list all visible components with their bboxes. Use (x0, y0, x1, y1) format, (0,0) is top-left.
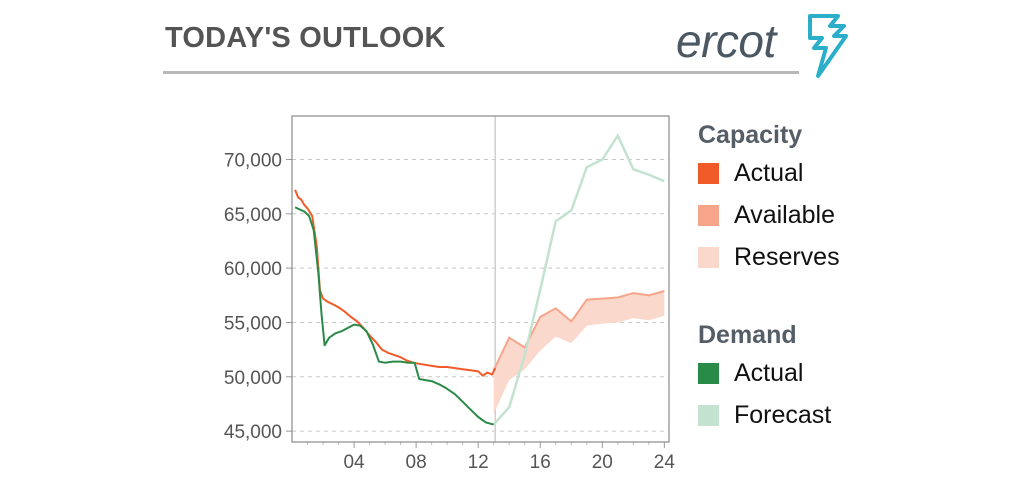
y-tick-label: 45,000 (224, 422, 282, 443)
legend-item-capacity-available: Available (698, 194, 840, 236)
y-tick-label: 50,000 (224, 368, 282, 389)
legend-item-capacity-reserves: Reserves (698, 236, 840, 278)
legend-item-capacity-actual: Actual (698, 152, 840, 194)
chart-legend: Capacity Actual Available Reserves Deman… (698, 118, 840, 436)
y-tick-label: 65,000 (224, 205, 282, 226)
demand-actual-line (294, 206, 494, 426)
title-divider (163, 71, 799, 74)
legend-label: Actual (734, 158, 804, 187)
capacity-actual-line (294, 189, 497, 377)
plot-frame (291, 115, 670, 443)
legend-swatch (698, 362, 719, 384)
legend-heading-capacity: Capacity (698, 121, 803, 149)
y-tick-label: 55,000 (224, 313, 282, 334)
x-tick-label: 12 (468, 452, 489, 473)
legend-swatch (698, 246, 719, 268)
x-tick-label: 20 (592, 452, 613, 473)
reserves-band (493, 291, 665, 414)
logo-wordmark: ercot (676, 15, 776, 67)
legend-swatch (698, 404, 719, 426)
legend-item-demand-forecast: Forecast (698, 394, 840, 436)
y-tick-label: 60,000 (224, 259, 282, 280)
x-tick-label: 24 (654, 452, 676, 473)
legend-swatch (698, 162, 719, 184)
legend-label: Available (734, 200, 836, 229)
legend-item-demand-actual: Actual (698, 352, 840, 394)
demand-forecast-line (492, 133, 665, 426)
legend-swatch (698, 204, 719, 226)
page-title: TODAY'S OUTLOOK (165, 22, 446, 54)
y-tick-label: 70,000 (224, 150, 282, 171)
lightning-bolt-icon (808, 14, 848, 78)
x-tick-label: 16 (530, 452, 551, 473)
x-tick-label: 04 (343, 452, 365, 473)
legend-label: Reserves (734, 242, 840, 271)
ercot-logo: ercot (676, 10, 856, 82)
capacity-available-line (492, 290, 665, 371)
legend-label: Actual (734, 358, 804, 387)
legend-label: Forecast (734, 400, 832, 429)
legend-heading-demand: Demand (698, 321, 797, 349)
x-tick-label: 08 (406, 452, 427, 473)
